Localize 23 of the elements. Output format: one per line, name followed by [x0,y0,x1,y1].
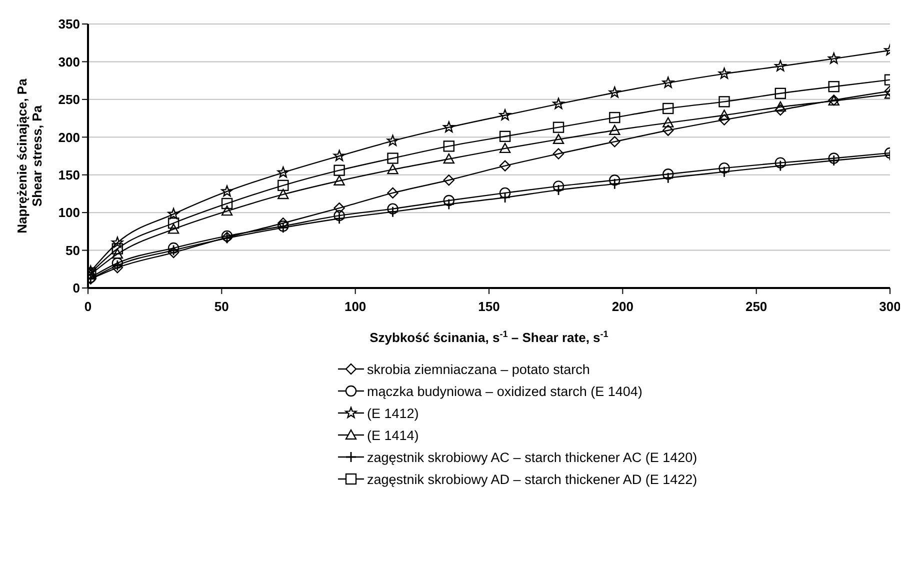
y-tick-label: 200 [58,130,80,145]
y-tick-label: 150 [58,167,80,182]
legend-label: mączka budyniowa – oxidized starch (E 1404) [367,384,642,398]
y-tick-label: 100 [58,205,80,220]
y-tick-label: 350 [58,16,80,32]
legend-label: zagęstnik skrobiowy AD – starch thickener AD (E 1422) [367,472,698,486]
y-tick-label: 300 [58,54,80,70]
y-axis-title: Naprężenie ścinające, Pa Shear stress, Pa [14,78,44,234]
x-axis-title: Szybkość ścinania, s$^{-1}$ – Shear rate, s$^{-1}$ [370,329,608,345]
legend-label: (E 1412) [367,406,419,420]
y-tick-label: 0 [72,280,80,296]
y-tick-label: 50 [66,242,80,258]
x-tick-label: 200 [612,299,634,314]
x-tick-label: 100 [344,299,366,314]
legend-label: skrobia ziemniaczana – potato starch [367,362,590,376]
x-tick-label: 300 [879,299,901,314]
x-tick-label: 50 [214,299,229,314]
x-tick-label: 0 [84,299,92,314]
y-tick-label: 250 [58,92,80,108]
legend-label: zagęstnik skrobiowy AC – starch thickener AC (E 1420) [367,450,698,464]
x-tick-label: 250 [745,299,768,314]
legend-label: (E 1414) [367,428,419,442]
x-tick-label: 150 [478,299,500,314]
